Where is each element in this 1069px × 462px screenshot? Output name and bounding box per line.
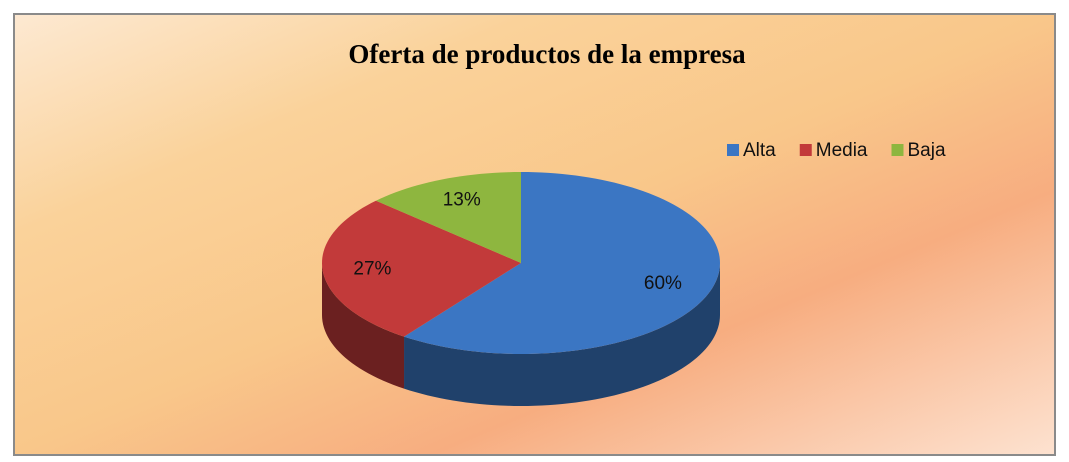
slice-side (322, 263, 405, 389)
slice (404, 172, 720, 354)
legend-text: Media (816, 140, 868, 161)
slice (322, 200, 521, 337)
legend-swatch (727, 144, 739, 156)
legend-text: Baja (908, 140, 946, 161)
legend-swatch (891, 144, 904, 156)
slice-label: 27% (353, 258, 391, 279)
chart-title: Oferta de productos de la empresa (348, 39, 746, 69)
slice-label: 13% (443, 189, 481, 210)
slice-label: 60% (644, 273, 682, 294)
slice-side (404, 263, 720, 406)
legend: Alta Media Baja (727, 140, 946, 161)
slice (375, 172, 521, 263)
pie: 60% 27% 13% (322, 172, 720, 406)
legend-text: Alta (743, 140, 776, 161)
legend-swatch (799, 144, 812, 156)
